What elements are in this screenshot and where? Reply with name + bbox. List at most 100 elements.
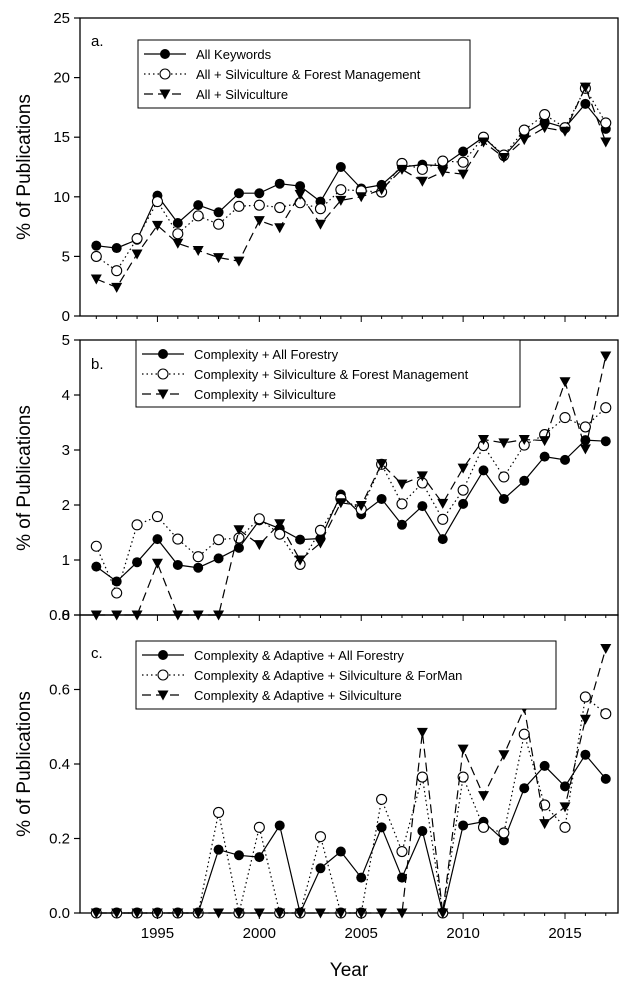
- data-point: [498, 471, 510, 483]
- panel-label: b.: [91, 356, 104, 373]
- data-point: [253, 199, 265, 211]
- data-point: [477, 821, 490, 833]
- series-line: [95, 407, 607, 595]
- legend-label: Complexity + Silviculture: [194, 387, 336, 402]
- data-point: [233, 256, 245, 267]
- data-point: [600, 117, 612, 129]
- data-point: [417, 826, 428, 837]
- data-point: [233, 542, 244, 553]
- x-tick-label: 2010: [446, 925, 479, 942]
- series-2: [90, 402, 612, 599]
- y-tick-label: 20: [53, 70, 70, 87]
- data-point: [498, 438, 510, 449]
- data-point: [376, 459, 388, 470]
- legend-box: [135, 339, 521, 408]
- data-point: [560, 781, 571, 792]
- data-point: [253, 821, 265, 833]
- data-point: [90, 250, 102, 262]
- data-point: [131, 232, 143, 245]
- data-point: [151, 196, 163, 208]
- x-tick-label: 2005: [345, 925, 378, 942]
- data-point: [437, 498, 449, 509]
- data-point: [253, 513, 265, 525]
- data-point: [396, 479, 408, 490]
- data-point: [376, 185, 388, 196]
- legend-label: Complexity + Silviculture & Forest Manag…: [194, 367, 469, 382]
- data-point: [376, 822, 387, 833]
- data-point: [376, 493, 387, 504]
- data-point: [131, 908, 143, 919]
- data-point: [417, 501, 428, 512]
- legend-label: Complexity + All Forestry: [194, 347, 339, 362]
- data-point: [314, 908, 326, 919]
- legend-marker: [157, 669, 169, 681]
- data-point: [579, 82, 591, 93]
- series-line: [96, 695, 607, 914]
- data-point: [335, 908, 347, 919]
- data-point: [437, 167, 449, 178]
- y-axis-label: % of Publications: [14, 691, 35, 837]
- data-point: [539, 109, 551, 121]
- data-point: [579, 421, 591, 433]
- data-point: [458, 820, 469, 831]
- legend-label: Complexity & Adaptive + Silviculture: [194, 688, 402, 703]
- data-point: [233, 525, 245, 536]
- panel-2: 0 1 2 3 4 5 % of Publications b. Complexity + Al…: [14, 332, 619, 624]
- data-point: [111, 908, 123, 919]
- data-point: [600, 436, 611, 447]
- data-point: [294, 189, 306, 200]
- data-point: [416, 163, 428, 175]
- data-point: [131, 249, 143, 260]
- data-point: [518, 435, 530, 446]
- data-point: [518, 135, 530, 146]
- y-tick-label: 0: [62, 308, 70, 325]
- series-1: [91, 749, 611, 918]
- data-point: [580, 435, 591, 446]
- data-point: [91, 240, 102, 251]
- data-point: [396, 164, 408, 175]
- data-point: [274, 201, 286, 214]
- data-point: [335, 195, 347, 206]
- legend-marker: [157, 690, 169, 701]
- x-tick-label: 2000: [243, 925, 276, 942]
- data-point: [132, 557, 143, 568]
- data-point: [498, 152, 510, 163]
- data-point: [131, 519, 143, 531]
- data-point: [600, 773, 611, 784]
- data-point: [396, 498, 408, 510]
- legend-marker: [160, 49, 170, 59]
- series-3: [90, 82, 612, 293]
- y-axis-label: % of Publications: [14, 405, 35, 551]
- data-point: [335, 162, 346, 172]
- y-tick-label: 25: [53, 10, 70, 27]
- data-point: [539, 819, 551, 830]
- data-point: [356, 872, 367, 883]
- data-point: [172, 908, 184, 919]
- data-point: [579, 714, 591, 725]
- series-1: [91, 98, 611, 254]
- data-point: [274, 820, 285, 831]
- data-point: [314, 524, 327, 536]
- data-point: [457, 484, 469, 496]
- data-point: [233, 908, 245, 919]
- series-2: [90, 691, 612, 919]
- data-point: [600, 644, 612, 655]
- data-point: [518, 728, 530, 740]
- data-point: [519, 783, 530, 794]
- legend-marker: [159, 89, 171, 100]
- y-tick-label: 5: [62, 248, 70, 265]
- data-point: [335, 846, 346, 857]
- data-point: [519, 475, 530, 486]
- data-point: [396, 519, 407, 530]
- data-point: [580, 749, 591, 760]
- data-point: [478, 791, 489, 802]
- data-point: [579, 691, 591, 703]
- y-tick-label: 0.6: [49, 682, 70, 699]
- data-point: [294, 908, 306, 919]
- data-point: [192, 551, 204, 563]
- legend-marker: [157, 368, 169, 380]
- data-point: [580, 98, 591, 109]
- panel-label: c.: [91, 645, 103, 662]
- data-point: [437, 908, 449, 919]
